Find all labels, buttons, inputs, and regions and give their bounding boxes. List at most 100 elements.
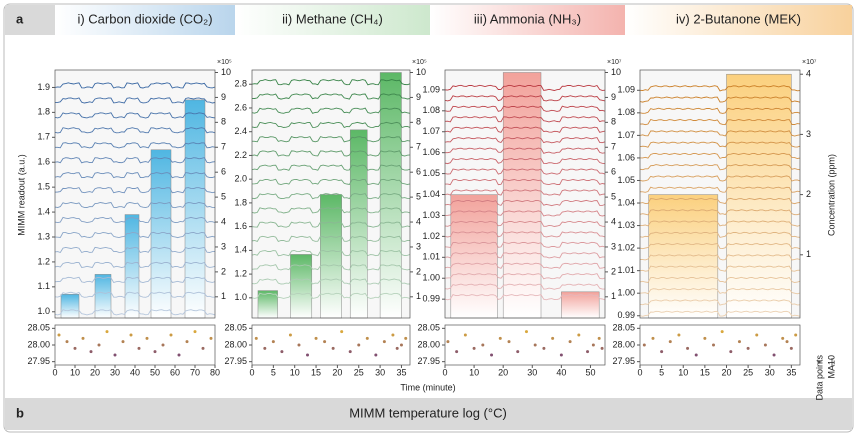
header-segment	[55, 5, 235, 35]
sensor-trace	[54, 172, 216, 179]
sensor-trace	[251, 79, 411, 86]
temp-point	[785, 340, 789, 344]
sensor-trace	[444, 95, 606, 102]
y-tick-label: 0.99	[617, 310, 635, 320]
y2-tick-label: 3	[221, 241, 226, 251]
temp-point	[490, 353, 494, 357]
temp-point	[586, 350, 590, 354]
x-tick-label: 30	[765, 367, 775, 377]
y-tick-label: 1.08	[422, 105, 440, 115]
y-tick-label: 1.1	[37, 281, 50, 291]
temp-point	[161, 343, 165, 347]
temp-point	[73, 346, 77, 350]
temp-point	[331, 346, 335, 350]
y-tick-label: 1.5	[37, 182, 50, 192]
temp-y-tick-label: 28.00	[224, 339, 247, 349]
sensor-trace	[444, 168, 606, 175]
x-tick-label: 35	[786, 367, 796, 377]
concentration-bar	[726, 73, 792, 319]
sensor-trace	[444, 199, 606, 207]
y2-tick-label: 9	[416, 92, 421, 102]
sensor-trace	[639, 209, 801, 216]
temp-point	[542, 346, 546, 350]
temp-y-tick-label: 28.05	[612, 323, 635, 333]
sensor-trace	[639, 141, 801, 148]
x-tick-label: 25	[354, 367, 364, 377]
temp-point	[391, 333, 395, 337]
temp-point	[137, 346, 141, 350]
temp-point	[374, 353, 378, 357]
concentration-bar	[561, 291, 600, 319]
panel-title: iv) 2-Butanone (MEK)	[676, 11, 801, 26]
temp-point	[763, 343, 767, 347]
sensor-trace	[444, 189, 606, 196]
x-tick-label: 10	[678, 367, 688, 377]
sensor-trace	[251, 264, 411, 271]
y-tick-label: 1.03	[422, 210, 440, 220]
temp-point	[694, 353, 698, 357]
x-tick-label: 70	[190, 367, 200, 377]
plot-frame	[251, 69, 411, 319]
panel-title: i) Carbon dioxide (CO₂)	[77, 11, 212, 26]
sensor-trace	[251, 278, 410, 285]
y-tick-label: 2.6	[234, 102, 247, 112]
sensor-trace	[444, 178, 606, 186]
temp-point	[507, 340, 511, 344]
legend-entry: MA10	[826, 355, 836, 379]
y-tick-label: 1.0	[37, 306, 50, 316]
temp-y-tick-label: 27.95	[27, 356, 50, 366]
concentration-bar	[290, 254, 313, 319]
y2-tick-label: 7	[416, 142, 421, 152]
x-tick-label: 50	[150, 367, 160, 377]
footer-title: MIMM temperature log (°C)	[349, 405, 507, 420]
temp-point	[516, 350, 520, 354]
y-tick-label: 1.4	[37, 206, 50, 216]
temp-point	[209, 336, 213, 340]
temp-plot-area	[251, 324, 411, 366]
temp-point	[789, 346, 793, 350]
header-segment	[235, 5, 430, 35]
sensor-trace	[251, 164, 411, 171]
sensor-trace	[444, 126, 606, 133]
concentration-bar	[320, 194, 342, 319]
sensor-trace	[639, 299, 801, 306]
sensor-trace	[444, 283, 605, 290]
plot-frame	[444, 69, 606, 319]
y-tick-label: 0.99	[422, 294, 440, 304]
sensor-trace	[639, 265, 801, 272]
y-tick-label: 1.6	[234, 221, 247, 231]
temp-point	[551, 336, 555, 340]
temp-point	[755, 333, 759, 337]
x-tick-label: 15	[700, 367, 710, 377]
temp-y-tick-label: 28.00	[612, 339, 635, 349]
temp-point	[105, 330, 109, 334]
concentration-bar	[184, 99, 206, 319]
sensor-trace	[444, 158, 606, 165]
temp-point	[568, 340, 572, 344]
y-tick-label: 1.09	[422, 84, 440, 94]
temp-point	[781, 336, 785, 340]
x-tick-label: 10	[70, 367, 80, 377]
y-axis-label: MIMM readout (a.u.)	[16, 154, 26, 236]
sensor-trace	[639, 310, 801, 317]
temp-point	[455, 350, 459, 354]
y-tick-label: 1.9	[37, 82, 50, 92]
temp-point	[113, 353, 117, 357]
sensor-trace	[251, 207, 411, 214]
y2-multiplier: ×10⁷	[802, 59, 817, 66]
temp-point	[399, 343, 403, 347]
x-tick-label: 25	[743, 367, 753, 377]
concentration-bar	[60, 294, 80, 319]
y-tick-label: 1.07	[422, 126, 440, 136]
x-tick-label: 20	[498, 367, 508, 377]
sensor-trace	[54, 276, 216, 284]
x-tick-label: 80	[210, 367, 220, 377]
y-tick-label: 1.7	[37, 132, 50, 142]
sensor-trace	[251, 150, 411, 157]
sensor-trace	[444, 262, 606, 269]
temp-point	[65, 340, 69, 344]
x-tick-label: 40	[556, 367, 566, 377]
y2-tick-label: 9	[611, 92, 616, 102]
sensor-trace	[251, 121, 411, 129]
temp-point	[498, 336, 502, 340]
